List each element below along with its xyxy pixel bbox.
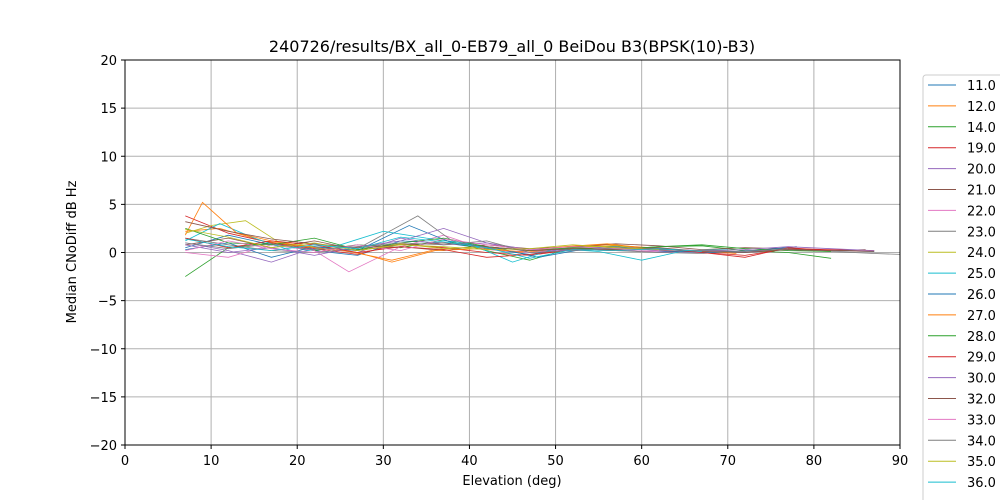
legend-label: 22.0 <box>967 204 996 219</box>
x-tick-label: 70 <box>720 454 737 469</box>
legend-label: 36.0 <box>967 476 996 491</box>
series-line-35.0 <box>185 229 659 252</box>
x-tick-label: 0 <box>121 454 129 469</box>
x-axis: 0 10 20 30 40 50 60 70 80 90 <box>121 445 908 469</box>
legend-label: 33.0 <box>967 413 996 428</box>
series-line-33.0 <box>185 238 659 253</box>
x-tick-label: 40 <box>461 454 478 469</box>
y-tick-label: 0 <box>109 247 117 262</box>
y-tick-label: −15 <box>90 391 117 406</box>
legend-label: 26.0 <box>967 288 996 303</box>
x-axis-label: Elevation (deg) <box>462 474 561 489</box>
legend-label: 32.0 <box>967 393 996 408</box>
legend-label: 25.0 <box>967 267 996 282</box>
legend-label: 19.0 <box>967 142 996 157</box>
legend-label: 28.0 <box>967 330 996 345</box>
y-tick-label: 15 <box>100 102 117 117</box>
series-line-36.0 <box>185 236 702 259</box>
x-tick-label: 90 <box>892 454 909 469</box>
legend-label: 14.0 <box>967 121 996 136</box>
series-layer <box>184 201 901 277</box>
x-tick-label: 80 <box>806 454 823 469</box>
legend: 11.0 12.0 14.0 19.0 20.0 21.0 22.0 23.0 24.0 25.0… <box>922 74 1000 500</box>
series-line-29.0 <box>185 237 832 258</box>
chart-title: 240726/results/BX_all_0-EB79_all_0 BeiDo… <box>269 37 755 57</box>
legend-box <box>922 74 1000 500</box>
x-tick-label: 30 <box>375 454 392 469</box>
y-tick-label: 20 <box>100 54 117 69</box>
legend-label: 29.0 <box>967 351 996 366</box>
legend-label: 20.0 <box>967 163 996 178</box>
legend-label: 27.0 <box>967 309 996 324</box>
y-tick-label: 10 <box>100 150 117 165</box>
y-tick-label: −5 <box>98 295 117 310</box>
legend-label: 34.0 <box>967 434 996 449</box>
x-tick-label: 10 <box>203 454 220 469</box>
series-line-27.0 <box>184 201 694 263</box>
legend-label: 12.0 <box>967 100 996 115</box>
legend-label: 24.0 <box>967 246 996 261</box>
legend-label: 21.0 <box>967 184 996 199</box>
y-axis: 20 15 10 5 0 −5 −10 −15 −20 <box>90 54 125 454</box>
x-tick-label: 20 <box>289 454 306 469</box>
legend-label: 30.0 <box>967 372 996 387</box>
series-line-32.0 <box>185 221 875 253</box>
y-tick-label: −10 <box>90 343 117 358</box>
legend-label: 11.0 <box>967 79 996 94</box>
x-tick-label: 50 <box>547 454 564 469</box>
x-tick-label: 60 <box>633 454 650 469</box>
y-axis-label: Median CNoDiff dB Hz <box>65 180 80 323</box>
y-tick-label: 5 <box>109 198 117 213</box>
legend-label: 35.0 <box>967 455 996 470</box>
y-tick-label: −20 <box>90 439 117 454</box>
legend-label: 23.0 <box>967 225 996 240</box>
